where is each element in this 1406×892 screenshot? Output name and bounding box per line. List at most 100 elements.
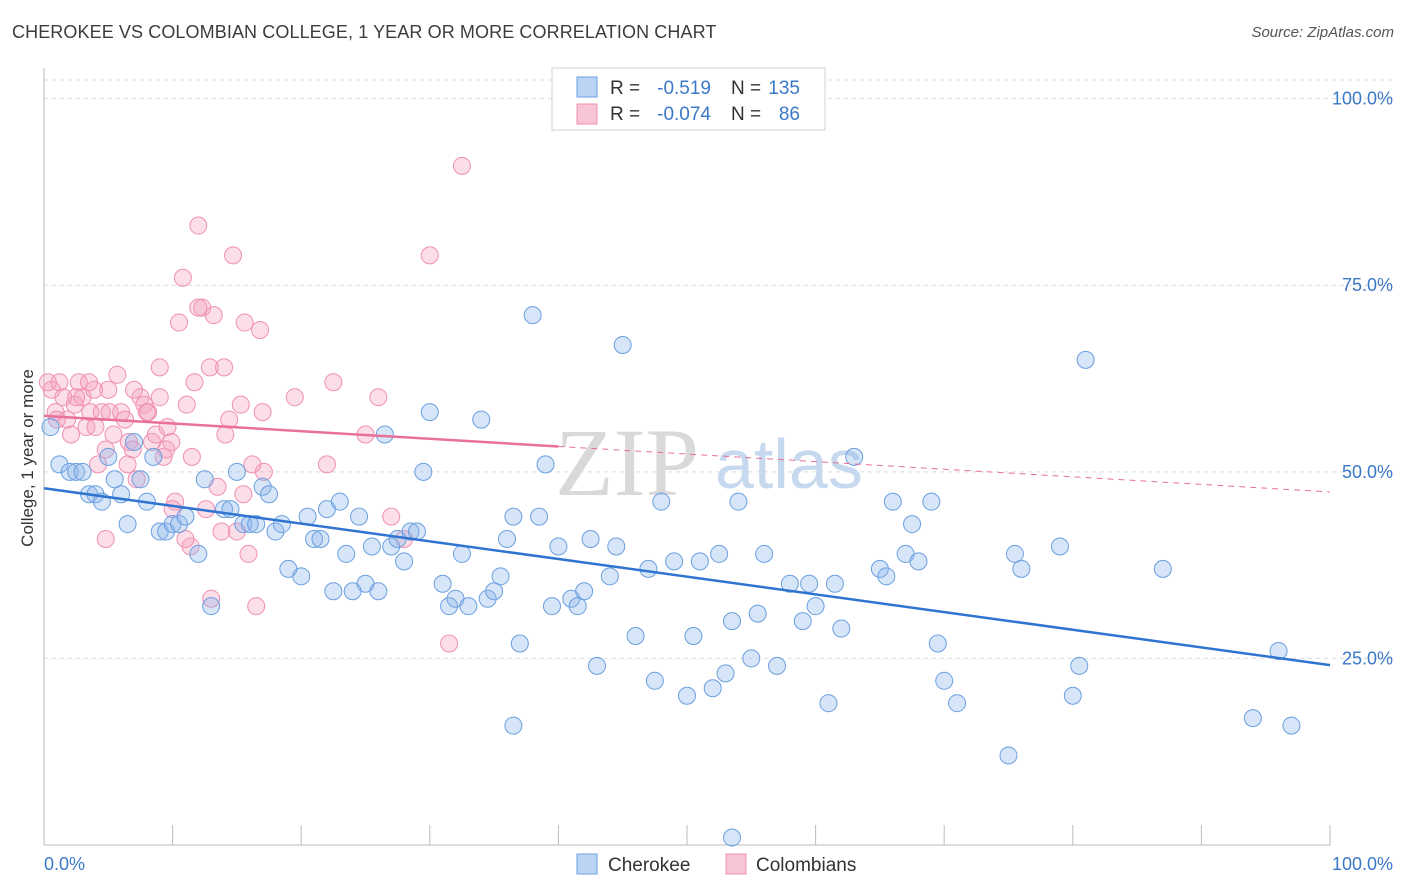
y-axis-label: College, 1 year or more (18, 369, 37, 547)
watermark-zip: ZIP (555, 409, 699, 516)
colombians-point (125, 380, 144, 399)
cherokee-point (131, 470, 150, 489)
cherokee-point (395, 552, 414, 571)
cherokee-point (883, 492, 902, 511)
cherokee-point (1063, 686, 1082, 705)
cherokee-point (99, 447, 118, 466)
cherokee-point (542, 597, 561, 616)
cherokee-point (292, 567, 311, 586)
colombians-points (38, 156, 471, 653)
cherokee-point (645, 671, 664, 690)
cherokee-point (311, 530, 330, 548)
watermark-atlas: atlas (715, 425, 863, 503)
cherokee-point (401, 522, 420, 541)
colombians-point (80, 373, 99, 392)
colombians-point (234, 485, 253, 504)
cherokee-point (549, 537, 568, 556)
cherokee-point (67, 462, 86, 481)
colombians-trend-line-extension (558, 445, 1331, 493)
cherokee-point (922, 492, 941, 511)
cherokee-point (678, 686, 696, 705)
cherokee-point (1282, 716, 1301, 735)
cherokee-point (819, 694, 838, 713)
cherokee-point (118, 515, 137, 534)
x-tick-labels: 0.0% 100.0% (44, 854, 1393, 874)
cherokee-point (600, 567, 619, 586)
cherokee-point (870, 559, 889, 578)
cherokee-point (420, 403, 439, 422)
bottom-legend-swatch-colombians (725, 853, 747, 875)
cherokee-point (497, 530, 516, 548)
colombians-point (235, 313, 254, 332)
cherokee-point (125, 432, 144, 451)
cherokee-point (73, 462, 92, 481)
colombians-point (231, 395, 250, 414)
colombians-point (96, 440, 115, 459)
legend-r-label-2: R = (610, 104, 640, 125)
colombians-point (50, 373, 69, 392)
cherokee-point (253, 477, 272, 496)
bottom-legend-swatch-cherokee (576, 853, 598, 875)
colombians-point (127, 470, 146, 489)
bottom-legend: Cherokee Colombians (576, 853, 856, 876)
cherokee-point (723, 828, 742, 847)
cherokee-point (227, 462, 246, 481)
legend: R = -0.519 N = 135 R = -0.074 N = 86 (551, 67, 826, 131)
cherokee-point (195, 470, 214, 489)
cherokee-point (105, 470, 124, 489)
legend-r-label-1: R = (610, 78, 640, 99)
legend-n-value-1: 135 (768, 78, 800, 99)
colombians-point (253, 403, 272, 422)
colombians-point (150, 358, 169, 377)
cherokee-point (504, 716, 523, 735)
cherokee-point (768, 656, 787, 675)
cherokee-point (350, 507, 369, 526)
colombians-point (189, 216, 208, 235)
source-label: Source: ZipAtlas.com (1251, 24, 1394, 41)
cherokee-point (845, 447, 864, 466)
colombians-point (285, 388, 304, 407)
colombians-point (212, 522, 231, 541)
cherokee-point (414, 462, 433, 481)
y-tick-label: 100.0% (1332, 89, 1393, 109)
legend-r-value-2: -0.074 (657, 104, 711, 125)
axes (43, 68, 1331, 846)
colombians-point (150, 388, 169, 407)
cherokee-point (536, 455, 555, 474)
cherokee-point (369, 582, 388, 601)
cherokee-point (41, 418, 60, 437)
cherokee-point (440, 597, 459, 616)
colombians-point (200, 358, 219, 377)
cherokee-point (189, 544, 208, 563)
cherokee-point (382, 537, 401, 556)
colombians-point (324, 373, 343, 392)
colombians-point (104, 425, 123, 444)
colombians-point (247, 597, 266, 616)
y-tick-label: 25.0% (1342, 648, 1393, 668)
cherokee-point (266, 522, 285, 541)
cherokee-point (806, 597, 825, 616)
cherokee-point (1076, 350, 1095, 369)
cherokee-point (581, 530, 600, 548)
cherokee-point (1243, 709, 1262, 728)
cherokee-point (935, 671, 954, 690)
cherokee-point (305, 530, 324, 548)
cherokee-point (452, 544, 471, 563)
cherokee-point (652, 492, 671, 511)
cherokee-point (247, 515, 266, 534)
bottom-legend-label-colombians: Colombians (756, 855, 856, 876)
cherokee-point (523, 306, 542, 325)
cherokee-point (607, 537, 626, 556)
colombians-point (137, 403, 156, 422)
cherokee-point (948, 694, 967, 713)
grid-lines (44, 79, 1393, 659)
colombians-point (170, 313, 189, 332)
cherokee-point (690, 552, 709, 571)
colombians-point (173, 268, 192, 287)
colombians-point (108, 365, 127, 384)
y-tick-label: 75.0% (1342, 275, 1393, 295)
y-tick-labels: 25.0% 50.0% 75.0% 100.0% (1332, 89, 1393, 669)
trend-lines (43, 414, 1331, 667)
cherokee-point (260, 485, 279, 504)
